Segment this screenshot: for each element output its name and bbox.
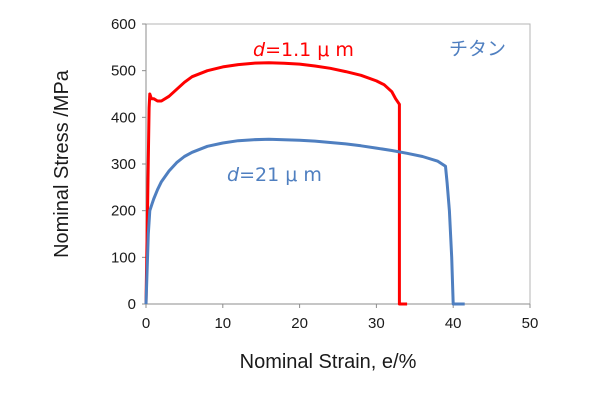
series-line-d-1.1um [144,61,408,306]
x-tick-label: 50 [522,315,539,332]
x-tick-label: 40 [445,315,462,332]
y-tick-label: 300 [111,156,136,173]
series-layer [144,61,465,306]
x-tick-label: 10 [214,315,231,332]
y-tick-label: 500 [111,63,136,80]
x-tick-labels: 0 10 20 30 40 50 [142,304,539,332]
legend-title-titanium: チタン [449,38,506,60]
y-axis-title: Nominal Stress /MPa [51,69,73,258]
series-label-coarse-grain: d=21 μ m [227,164,322,186]
y-tick-label: 200 [111,203,136,220]
y-tick-label: 100 [111,249,136,266]
x-tick-label: 30 [368,315,385,332]
y-tick-label: 400 [111,109,136,126]
series-label-fine-grain: d=1.1 μ m [253,39,354,61]
x-tick-label: 20 [291,315,308,332]
x-axis-title: Nominal Strain, e/% [240,351,417,373]
plot-area [145,23,531,305]
y-tick-label: 0 [128,296,136,313]
y-tick-labels: 0 100 200 300 400 500 600 [111,16,146,313]
series-line-d-21um [144,137,465,306]
x-tick-label: 0 [142,315,150,332]
y-tick-label: 600 [111,16,136,33]
